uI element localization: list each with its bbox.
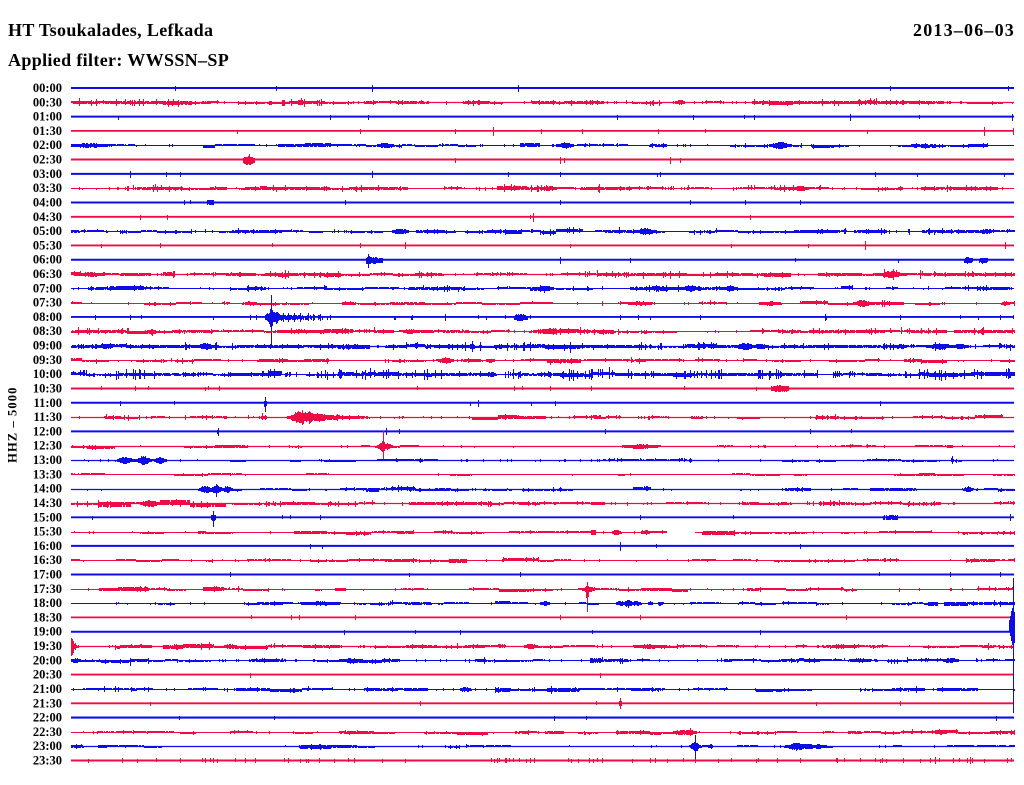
svg-text:18:30: 18:30 (33, 610, 62, 624)
svg-text:01:00: 01:00 (33, 110, 62, 124)
svg-text:00:00: 00:00 (33, 81, 62, 95)
svg-text:20:30: 20:30 (33, 668, 62, 682)
svg-text:2013–06–03: 2013–06–03 (913, 20, 1015, 40)
svg-text:10:00: 10:00 (33, 367, 62, 381)
svg-text:09:00: 09:00 (33, 339, 62, 353)
svg-text:15:00: 15:00 (33, 510, 62, 524)
svg-text:11:30: 11:30 (34, 410, 62, 424)
svg-text:16:30: 16:30 (33, 553, 62, 567)
svg-text:04:30: 04:30 (33, 210, 62, 224)
svg-text:18:00: 18:00 (33, 596, 62, 610)
svg-text:07:30: 07:30 (33, 296, 62, 310)
svg-text:22:30: 22:30 (33, 725, 62, 739)
svg-text:00:30: 00:30 (33, 95, 62, 109)
svg-text:11:00: 11:00 (34, 396, 62, 410)
svg-text:03:30: 03:30 (33, 181, 62, 195)
svg-text:09:30: 09:30 (33, 353, 62, 367)
svg-text:12:00: 12:00 (33, 424, 62, 438)
svg-text:02:00: 02:00 (33, 138, 62, 152)
svg-text:21:30: 21:30 (33, 696, 62, 710)
svg-text:05:30: 05:30 (33, 238, 62, 252)
svg-text:14:30: 14:30 (33, 496, 62, 510)
svg-text:08:30: 08:30 (33, 324, 62, 338)
svg-text:HHZ – 5000: HHZ – 5000 (5, 387, 19, 463)
svg-text:17:30: 17:30 (33, 582, 62, 596)
svg-text:03:00: 03:00 (33, 167, 62, 181)
svg-text:HT Tsoukalades, Lefkada: HT Tsoukalades, Lefkada (8, 20, 213, 40)
svg-text:12:30: 12:30 (33, 439, 62, 453)
svg-text:22:00: 22:00 (33, 711, 62, 725)
svg-text:08:00: 08:00 (33, 310, 62, 324)
svg-text:20:00: 20:00 (33, 653, 62, 667)
svg-text:14:00: 14:00 (33, 482, 62, 496)
svg-text:23:30: 23:30 (33, 754, 62, 768)
svg-text:02:30: 02:30 (33, 153, 62, 167)
svg-text:01:30: 01:30 (33, 124, 62, 138)
svg-text:07:00: 07:00 (33, 281, 62, 295)
svg-text:23:00: 23:00 (33, 739, 62, 753)
svg-text:06:30: 06:30 (33, 267, 62, 281)
svg-text:10:30: 10:30 (33, 382, 62, 396)
svg-text:13:00: 13:00 (33, 453, 62, 467)
svg-text:05:00: 05:00 (33, 224, 62, 238)
svg-text:19:30: 19:30 (33, 639, 62, 653)
svg-text:17:00: 17:00 (33, 568, 62, 582)
svg-text:06:00: 06:00 (33, 253, 62, 267)
svg-text:16:00: 16:00 (33, 539, 62, 553)
svg-text:13:30: 13:30 (33, 467, 62, 481)
svg-text:21:00: 21:00 (33, 682, 62, 696)
svg-text:19:00: 19:00 (33, 625, 62, 639)
svg-text:15:30: 15:30 (33, 525, 62, 539)
svg-text:Applied filter: WWSSN–SP: Applied filter: WWSSN–SP (8, 50, 229, 70)
svg-text:04:00: 04:00 (33, 196, 62, 210)
